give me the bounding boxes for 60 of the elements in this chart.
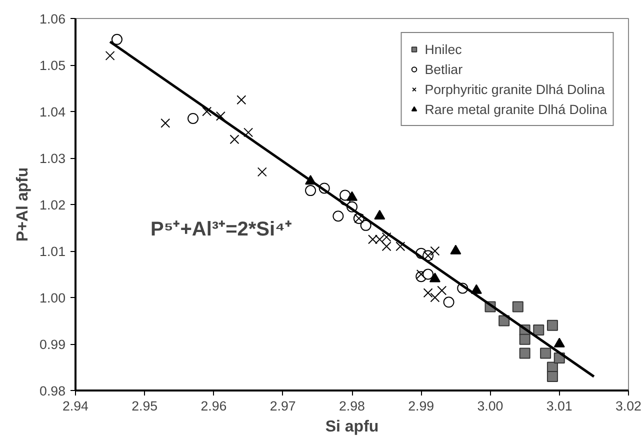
y-tick-label: 1.00 <box>40 290 66 306</box>
point <box>533 324 544 336</box>
point <box>374 210 386 220</box>
point <box>257 167 267 177</box>
point <box>382 242 392 252</box>
point <box>111 34 122 45</box>
point <box>416 270 426 279</box>
point <box>450 244 462 254</box>
point <box>540 348 552 359</box>
point <box>346 191 358 201</box>
x-tick-label: 3.01 <box>546 398 572 414</box>
point <box>360 220 372 231</box>
legend-label: Betliar <box>424 62 463 76</box>
point <box>244 128 254 138</box>
x-tick-label: 2.98 <box>339 398 365 414</box>
x-tick-label: 2.94 <box>62 398 90 414</box>
point <box>519 334 530 345</box>
point <box>423 288 433 298</box>
x-tick-label: 2.97 <box>270 398 296 414</box>
y-tick-label: 0.98 <box>40 384 66 398</box>
y-tick-label: 1.01 <box>40 244 66 259</box>
point <box>236 95 246 105</box>
point <box>216 111 226 121</box>
x-tick-label: 2.99 <box>408 398 434 414</box>
point <box>230 134 240 144</box>
point <box>202 106 212 116</box>
y-tick-label: 1.04 <box>40 104 66 120</box>
point <box>546 371 558 382</box>
y-tick-label: 1.05 <box>40 58 66 73</box>
point <box>160 118 170 128</box>
point <box>105 50 115 60</box>
point <box>305 185 316 196</box>
point <box>429 272 440 282</box>
point <box>332 210 344 222</box>
legend-label: Porphyritic granite Dlhá Dolina <box>424 82 605 96</box>
x-axis-title: Si apfu <box>325 418 379 436</box>
point <box>430 246 440 256</box>
point <box>546 320 558 331</box>
x-tick-label: 3.02 <box>616 398 642 414</box>
point <box>519 348 530 359</box>
x-tick-label: 3.00 <box>477 398 504 414</box>
legend-label: Rare metal granite Dlhá Dolina <box>424 102 607 116</box>
x-tick-label: 2.96 <box>200 398 227 414</box>
y-axis-title: P+Al apfu <box>14 167 32 242</box>
annotation: P⁵⁺+Al³⁺=2*Si⁴⁺ <box>150 218 292 240</box>
point <box>512 301 524 312</box>
point <box>340 190 351 201</box>
point <box>188 112 199 124</box>
point <box>554 338 565 348</box>
x-tick-label: 2.95 <box>132 398 158 414</box>
legend-label: Hnilec <box>424 42 462 56</box>
point <box>396 242 406 252</box>
point <box>437 286 447 296</box>
y-tick-label: 1.03 <box>40 151 66 166</box>
point <box>430 292 440 302</box>
point <box>443 296 454 308</box>
y-tick-label: 0.99 <box>40 337 66 352</box>
y-tick-label: 1.02 <box>40 198 66 212</box>
point <box>498 315 510 326</box>
y-tick-label: 1.06 <box>40 12 66 26</box>
